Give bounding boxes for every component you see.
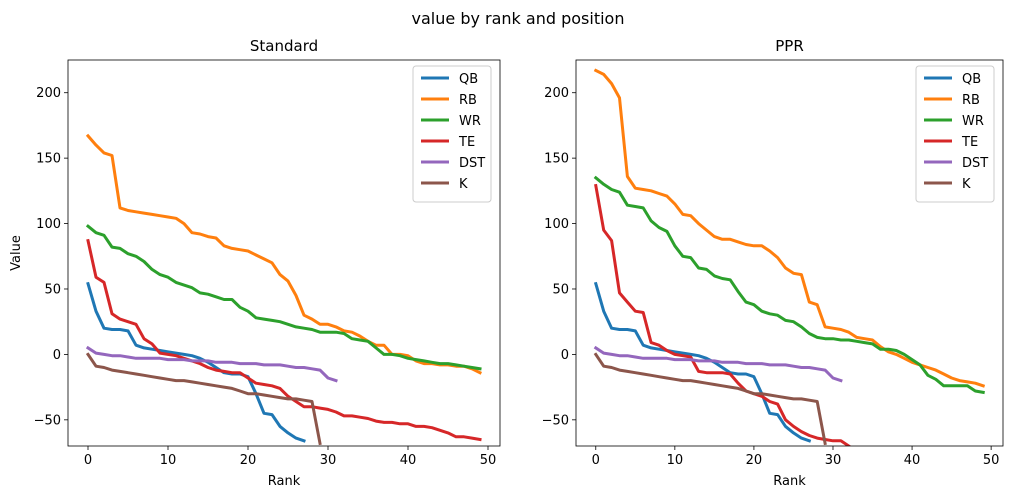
legend-label-wr: WR bbox=[962, 114, 984, 129]
figure-suptitle: value by rank and position bbox=[412, 9, 625, 28]
x-tick-label: 0 bbox=[84, 453, 92, 468]
plot-title: PPR bbox=[775, 37, 804, 55]
legend-label-rb: RB bbox=[459, 93, 477, 108]
x-axis-label: Rank bbox=[268, 474, 301, 489]
legend-label-rb: RB bbox=[962, 93, 980, 108]
series-line-te bbox=[594, 183, 851, 446]
plot-standard: 0 10 20 30 40 50 −50 0 50 100 150 200 Standard Rank Va… bbox=[9, 37, 501, 489]
x-tick-label: 50 bbox=[480, 453, 497, 468]
y-tick-label: 50 bbox=[44, 282, 61, 297]
legend-label-te: TE bbox=[961, 135, 978, 150]
x-tick-label: 40 bbox=[904, 453, 921, 468]
x-tick-label: 50 bbox=[983, 453, 1000, 468]
y-tick-label: 150 bbox=[36, 152, 61, 167]
legend: QB RB WR TE DST K bbox=[915, 65, 995, 203]
plot-title: Standard bbox=[250, 37, 318, 55]
series-line-wr bbox=[593, 175, 985, 395]
series-line-k bbox=[593, 352, 827, 446]
plot-frame bbox=[575, 59, 1004, 447]
series-lines bbox=[593, 68, 986, 446]
x-axis-label: Rank bbox=[773, 474, 806, 489]
y-tick-label: 150 bbox=[544, 152, 569, 167]
y-tick-label: 0 bbox=[561, 348, 569, 363]
series-line-dst bbox=[85, 345, 338, 383]
y-tick-label: −50 bbox=[542, 413, 569, 428]
plot-ppr: 0 10 20 30 40 50 −50 0 50 100 150 200 PPR Rank QB RB WR T… bbox=[542, 37, 1004, 489]
series-line-dst bbox=[593, 345, 843, 383]
series-line-wr bbox=[85, 224, 482, 371]
x-tick-label: 20 bbox=[746, 453, 763, 468]
legend-label-qb: QB bbox=[459, 72, 478, 87]
x-tick-label: 40 bbox=[400, 453, 417, 468]
series-line-qb bbox=[86, 281, 306, 443]
series-lines bbox=[85, 133, 483, 446]
legend-label-wr: WR bbox=[459, 114, 481, 129]
x-tick-label: 30 bbox=[320, 453, 337, 468]
y-tick-label: 200 bbox=[544, 86, 569, 101]
y-tick-label: 100 bbox=[544, 217, 569, 232]
plot-frame bbox=[67, 59, 501, 447]
legend-label-k: K bbox=[962, 177, 971, 192]
x-tick-label: 20 bbox=[240, 453, 257, 468]
legend-label-dst: DST bbox=[962, 156, 988, 171]
x-tick-label: 0 bbox=[592, 453, 600, 468]
x-tick-label: 30 bbox=[825, 453, 842, 468]
x-tick-label: 10 bbox=[667, 453, 684, 468]
series-line-te bbox=[86, 238, 482, 442]
legend-label-k: K bbox=[459, 177, 468, 192]
series-line-qb bbox=[593, 281, 812, 443]
y-tick-label: −50 bbox=[34, 413, 61, 428]
y-tick-label: 200 bbox=[36, 86, 61, 101]
y-tick-label: 100 bbox=[36, 217, 61, 232]
x-tick-label: 10 bbox=[160, 453, 177, 468]
y-axis-label: Value bbox=[9, 235, 24, 271]
y-tick-label: 50 bbox=[552, 282, 569, 297]
legend-label-dst: DST bbox=[459, 156, 485, 171]
series-line-k bbox=[85, 352, 322, 446]
legend-label-te: TE bbox=[458, 135, 475, 150]
legend: QB RB WR TE DST K bbox=[412, 65, 492, 203]
y-tick-label: 0 bbox=[53, 348, 61, 363]
legend-label-qb: QB bbox=[962, 72, 981, 87]
